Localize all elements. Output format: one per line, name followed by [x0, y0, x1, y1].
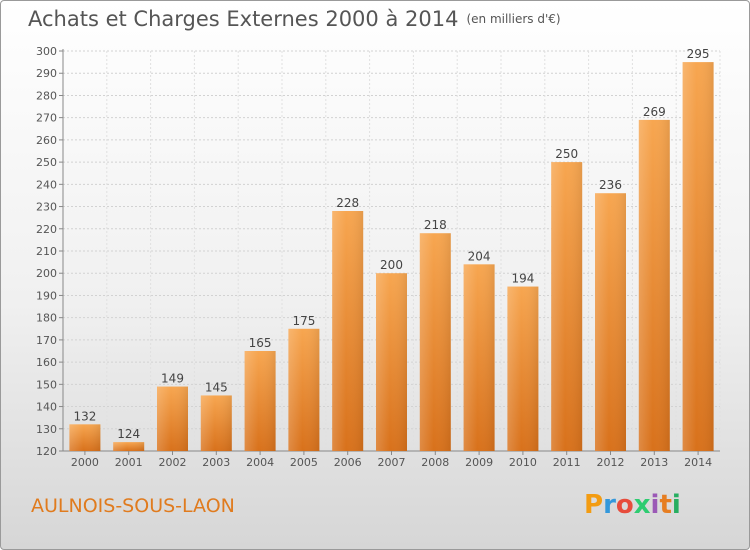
- bar-shine: [376, 273, 407, 451]
- y-tick-label: 210: [36, 245, 57, 258]
- bar-shine: [507, 286, 539, 451]
- x-tick-label: 2007: [378, 456, 406, 469]
- x-tick-label: 2005: [290, 456, 318, 469]
- x-tick-label: 2003: [202, 456, 230, 469]
- y-tick-label: 240: [36, 178, 57, 191]
- bar-shine: [332, 211, 364, 451]
- x-tick-label: 2004: [246, 456, 274, 469]
- logo-letter: P: [584, 490, 604, 520]
- y-tick-label: 120: [36, 445, 57, 458]
- bar-shine: [200, 395, 232, 451]
- value-label: 228: [336, 196, 359, 210]
- bar-shine: [682, 62, 714, 451]
- bar-shine: [69, 424, 101, 451]
- y-tick-label: 300: [36, 45, 57, 58]
- y-tick-label: 130: [36, 423, 57, 436]
- y-tick-label: 250: [36, 156, 57, 169]
- y-tick-label: 180: [36, 312, 57, 325]
- x-tick-label: 2010: [509, 456, 537, 469]
- chart-unit: (en milliers d'€): [466, 12, 561, 26]
- labels: 120 130 140 150 160 170 180 190 200 210 220 230 240 2…: [36, 45, 712, 469]
- bar-shine: [113, 442, 145, 451]
- y-tick-label: 220: [36, 223, 57, 236]
- logo-letter: x: [633, 490, 651, 520]
- y-tick-label: 270: [36, 112, 57, 125]
- bar-shine: [463, 264, 495, 451]
- y-tick-label: 160: [36, 356, 57, 369]
- y-tick-label: 140: [36, 401, 57, 414]
- y-tick-label: 190: [36, 289, 57, 302]
- y-tick-label: 290: [36, 67, 57, 80]
- bar-shine: [157, 386, 188, 451]
- value-label: 132: [73, 409, 96, 423]
- value-label: 204: [468, 249, 491, 263]
- value-label: 124: [117, 427, 140, 441]
- chart-title-text: Achats et Charges Externes 2000 à 2014: [28, 7, 459, 31]
- x-tick-label: 2002: [159, 456, 187, 469]
- value-label: 145: [205, 380, 228, 394]
- x-tick-label: 2012: [597, 456, 625, 469]
- y-tick-label: 280: [36, 89, 57, 102]
- value-label: 250: [555, 147, 578, 161]
- y-tick-label: 260: [36, 134, 57, 147]
- logo-letter: t: [659, 490, 672, 520]
- logo-letter: i: [671, 490, 681, 520]
- bars: [69, 62, 714, 451]
- x-tick-label: 2013: [640, 456, 668, 469]
- x-tick-label: 2014: [684, 456, 712, 469]
- value-label: 200: [380, 258, 403, 272]
- logo-letter: i: [650, 490, 660, 520]
- logo-letter: r: [603, 490, 616, 520]
- value-label: 236: [599, 178, 622, 192]
- value-label: 175: [292, 314, 315, 328]
- value-label: 149: [161, 372, 184, 386]
- logo-letter: o: [615, 490, 634, 520]
- x-tick-label: 2006: [334, 456, 362, 469]
- x-tick-label: 2000: [71, 456, 99, 469]
- y-tick-label: 230: [36, 201, 57, 214]
- y-tick-label: 200: [36, 267, 57, 280]
- x-tick-label: 2001: [115, 456, 143, 469]
- y-tick-label: 170: [36, 334, 57, 347]
- commune-name: AULNOIS-SOUS-LAON: [31, 495, 235, 517]
- value-label: 194: [511, 272, 534, 286]
- x-tick-label: 2008: [421, 456, 449, 469]
- x-tick-label: 2009: [465, 456, 493, 469]
- bar-shine: [595, 193, 626, 451]
- bar-shine: [551, 162, 583, 451]
- bar-shine: [244, 351, 276, 451]
- value-label: 218: [424, 218, 447, 232]
- value-label: 295: [687, 47, 710, 61]
- value-label: 165: [249, 336, 272, 350]
- y-tick-label: 150: [36, 378, 57, 391]
- bar-shine: [638, 119, 670, 451]
- value-label: 269: [643, 105, 666, 119]
- x-tick-label: 2011: [553, 456, 581, 469]
- bar-shine: [419, 233, 451, 451]
- chart-title: Achats et Charges Externes 2000 à 2014 (e…: [28, 7, 561, 31]
- bar-shine: [288, 328, 320, 451]
- proxiti-logo: Proxiti: [584, 490, 681, 520]
